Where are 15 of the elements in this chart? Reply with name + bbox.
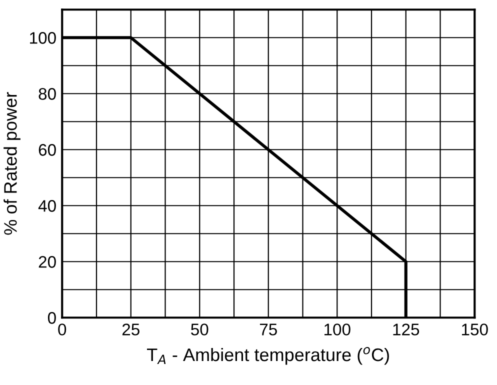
y-axis-title: % of Rated power <box>4 92 20 235</box>
y-tick-label: 20 <box>38 256 56 268</box>
x-tick-label: 50 <box>191 324 208 336</box>
x-tick-label: 0 <box>58 324 66 336</box>
y-tick-label: 40 <box>38 200 56 212</box>
x-tick-label: 150 <box>462 324 488 336</box>
y-tick-label: 100 <box>30 32 56 44</box>
x-tick-label: 125 <box>393 324 420 336</box>
x-tick-label: 75 <box>260 324 277 336</box>
x-axis-title: T$_{A}$ - Ambient temperature ($^{o}$C) <box>147 347 389 365</box>
y-tick-label: 60 <box>38 144 56 156</box>
x-tick-label: 25 <box>122 324 140 336</box>
x-tick-label: 100 <box>324 324 350 336</box>
y-tick-label: 0 <box>48 312 56 324</box>
y-tick-label: 80 <box>38 88 56 100</box>
